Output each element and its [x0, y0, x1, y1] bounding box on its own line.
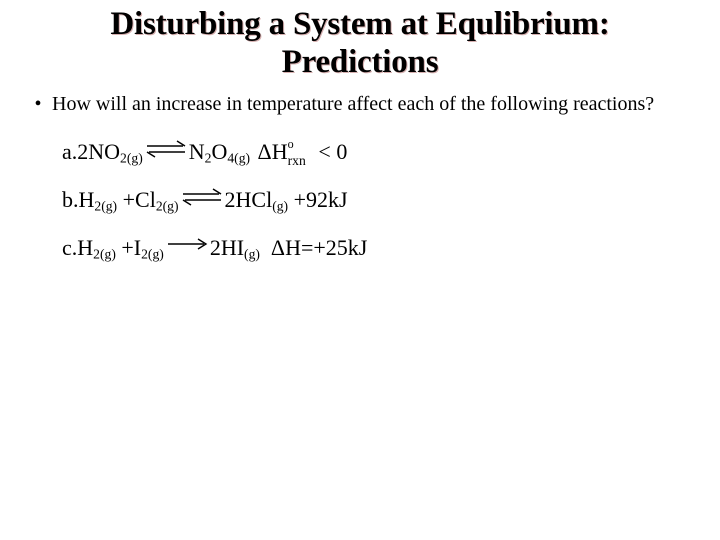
- reversible-arrow-icon: [181, 187, 223, 209]
- eq-a-rel: <: [318, 139, 330, 164]
- eq-b-plus1: +: [123, 187, 135, 212]
- slide-title: Disturbing a System at Equlibrium: Predi…: [20, 6, 700, 82]
- eq-a-rhs-sp1: N: [189, 139, 205, 164]
- eq-a-dh-sub: rxn: [288, 154, 306, 168]
- eq-a-lhs-coef: 2: [77, 139, 88, 164]
- eq-a-label: a.: [62, 139, 77, 164]
- eq-b-rcoef: 2: [225, 187, 236, 212]
- equation-c: c.H2(g) +I2(g)2HI(g) ΔH=+25kJ: [62, 235, 700, 261]
- eq-c-label: c.: [62, 235, 77, 260]
- eq-c-r1s: (g): [244, 247, 260, 262]
- eq-a-val: 0: [336, 139, 347, 164]
- eq-b-r1s: (g): [272, 199, 288, 214]
- eq-a-lhs-species: NO: [88, 139, 120, 164]
- reversible-arrow-icon: [145, 139, 187, 161]
- eq-a-dh-sup: o: [288, 138, 294, 150]
- eq-a-rhs-sub2: 4(g): [227, 151, 250, 166]
- eq-c-val: +25kJ: [313, 235, 367, 260]
- eq-c-r1: HI: [221, 235, 244, 260]
- eq-b-label: b.: [62, 187, 79, 212]
- bullet-item: • How will an increase in temperature af…: [24, 92, 696, 117]
- title-line-1: Disturbing a System at Equlibrium:: [110, 6, 609, 42]
- eq-c-l1s: 2(g): [93, 247, 116, 262]
- eq-b-l1: H: [79, 187, 95, 212]
- eq-a-dh-symbol: ΔH: [258, 139, 288, 164]
- eq-c-l1: H: [77, 235, 93, 260]
- eq-c-eq: =: [301, 235, 313, 260]
- equations-block: a.2NO2(g)N2O4(g) ΔHorxn< 0 b.H2(g) +Cl2(…: [62, 139, 700, 262]
- eq-b-r1: HCl: [236, 187, 273, 212]
- eq-c-l2: I: [134, 235, 141, 260]
- eq-c-rcoef: 2: [210, 235, 221, 260]
- eq-b-l2s: 2(g): [156, 199, 179, 214]
- equation-a: a.2NO2(g)N2O4(g) ΔHorxn< 0: [62, 139, 700, 165]
- bullet-text: How will an increase in temperature affe…: [52, 92, 696, 117]
- eq-c-l2s: 2(g): [141, 247, 164, 262]
- eq-b-l1s: 2(g): [94, 199, 117, 214]
- eq-b-val: 92kJ: [306, 187, 348, 212]
- title-line-2: Predictions: [282, 44, 439, 80]
- eq-b-l2: Cl: [135, 187, 156, 212]
- eq-a-deltaH: ΔHorxn: [258, 141, 288, 163]
- eq-a-lhs-sub: 2(g): [120, 151, 143, 166]
- forward-arrow-icon: [166, 235, 208, 257]
- eq-c-plus1: +: [121, 235, 133, 260]
- slide: Disturbing a System at Equlibrium: Predi…: [0, 0, 720, 540]
- bullet-marker: •: [24, 92, 52, 117]
- eq-a-rhs-sp2: O: [211, 139, 227, 164]
- eq-c-dh: ΔH: [271, 235, 301, 260]
- eq-b-plus2: +: [294, 187, 306, 212]
- equation-b: b.H2(g) +Cl2(g)2HCl(g) +92kJ: [62, 187, 700, 213]
